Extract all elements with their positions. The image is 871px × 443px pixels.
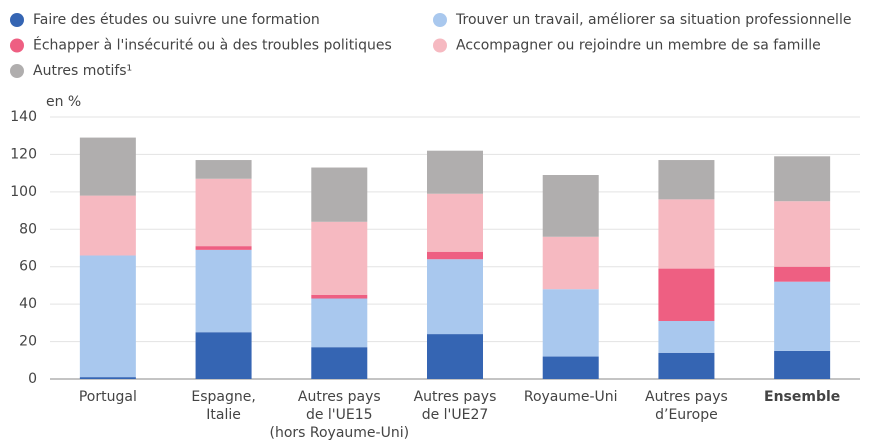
legend-swatch bbox=[10, 64, 24, 78]
bar-segment bbox=[427, 150, 483, 194]
legend-label: Faire des études ou suivre une formation bbox=[33, 12, 320, 28]
bar-segment bbox=[658, 199, 715, 269]
bar-segment bbox=[542, 175, 599, 237]
bar-segment bbox=[311, 298, 368, 348]
legend-label: Trouver un travail, améliorer sa situati… bbox=[455, 12, 851, 28]
y-tick-label: 140 bbox=[10, 109, 37, 125]
bar-segment bbox=[79, 255, 136, 378]
x-tick-label: Portugal bbox=[79, 389, 137, 405]
y-tick-label: 120 bbox=[10, 146, 37, 162]
bar-segment bbox=[79, 195, 136, 256]
bar-segment bbox=[311, 347, 368, 379]
x-tick-label: Autres pays de l'UE15 (hors Royaume-Uni) bbox=[269, 389, 409, 441]
legend-label: Échapper à l'insécurité ou à des trouble… bbox=[33, 37, 392, 54]
y-tick-label: 0 bbox=[28, 371, 37, 387]
x-tick-label: Espagne, Italie bbox=[191, 389, 255, 423]
legend-swatch bbox=[10, 38, 24, 53]
bar-segment bbox=[774, 350, 831, 379]
x-tick-label: Autres pays d’Europe bbox=[645, 389, 728, 423]
bar-segment bbox=[658, 352, 715, 379]
bar-segment bbox=[542, 356, 599, 379]
bar-segment bbox=[658, 160, 715, 200]
bar-segment bbox=[658, 320, 715, 353]
bar-segment bbox=[774, 201, 831, 267]
legend-swatch bbox=[10, 13, 24, 27]
x-tick-label: Autres pays de l'UE27 bbox=[414, 389, 497, 423]
bar-segment bbox=[542, 289, 599, 357]
bar-segment bbox=[195, 160, 252, 179]
bar-segment bbox=[195, 246, 252, 250]
bar-segment bbox=[195, 332, 252, 379]
bar-segment bbox=[427, 334, 483, 379]
bar-segment bbox=[311, 294, 368, 299]
legend-swatch bbox=[433, 38, 447, 53]
bar-segment bbox=[195, 178, 252, 247]
legend-swatch bbox=[433, 13, 447, 27]
y-tick-label: 60 bbox=[19, 259, 37, 275]
bar-segment bbox=[79, 137, 136, 196]
x-tick-label: Ensemble bbox=[764, 389, 840, 405]
bar-segment bbox=[658, 268, 715, 321]
bar-segment bbox=[774, 156, 831, 202]
legend-label: Autres motifs¹ bbox=[33, 63, 132, 79]
bar-segment bbox=[542, 236, 599, 290]
bar-segment bbox=[774, 281, 831, 351]
bar-segment bbox=[427, 193, 483, 252]
y-tick-label: 100 bbox=[10, 184, 37, 200]
y-tick-label: 40 bbox=[19, 296, 37, 312]
bar-segment bbox=[311, 167, 368, 222]
bar-segment bbox=[774, 266, 831, 282]
x-tick-label: Royaume-Uni bbox=[524, 389, 618, 405]
legend-label: Accompagner ou rejoindre un membre de sa… bbox=[456, 38, 821, 54]
y-unit-label: en % bbox=[46, 94, 81, 110]
y-tick-label: 80 bbox=[19, 221, 37, 237]
bar-segment bbox=[427, 251, 483, 260]
bar-segment bbox=[427, 259, 483, 335]
bar-segment bbox=[79, 377, 136, 379]
bar-segment bbox=[195, 249, 252, 333]
bar-segment bbox=[311, 221, 368, 295]
y-tick-label: 20 bbox=[19, 334, 37, 350]
